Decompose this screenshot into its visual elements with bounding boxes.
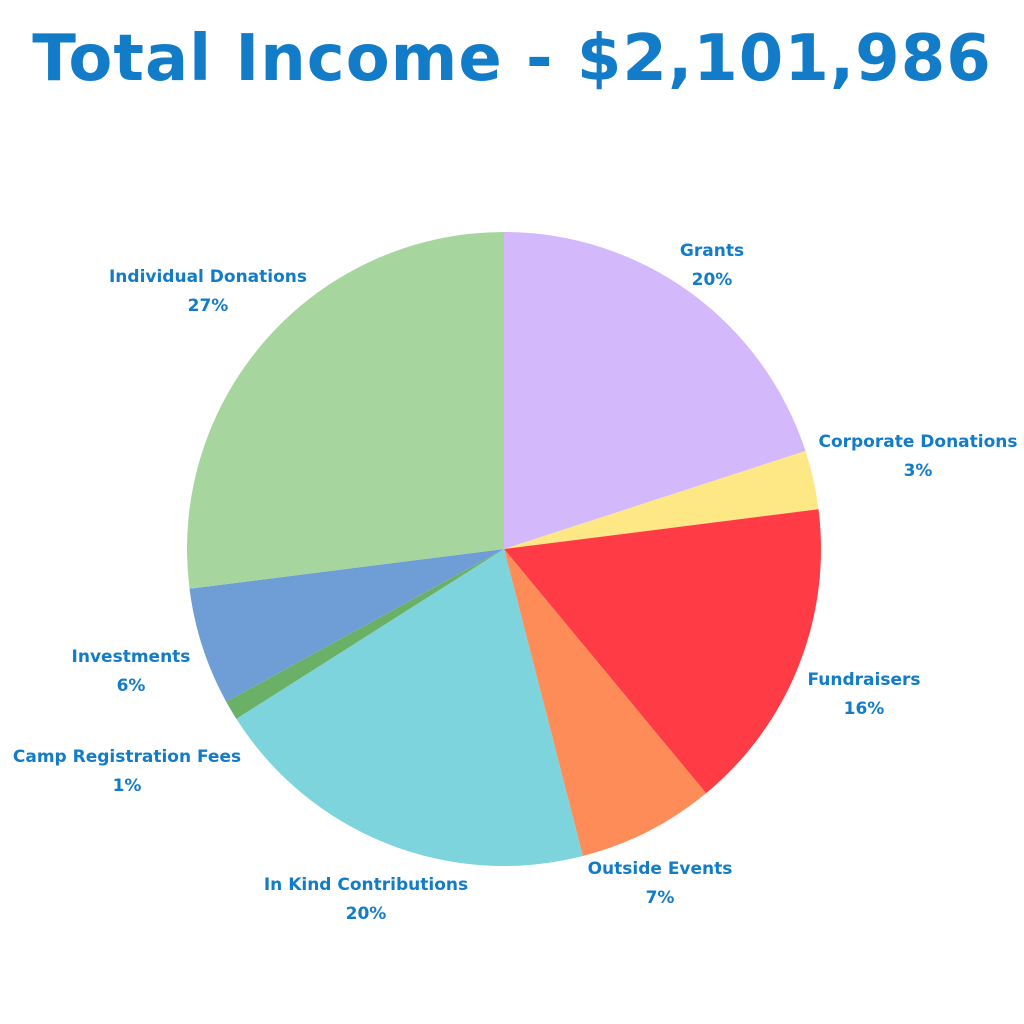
slice-label-percent: 20% bbox=[692, 270, 733, 290]
pie-slice-individual-donations bbox=[187, 232, 504, 589]
pie-slice-corporate-donations bbox=[504, 451, 819, 549]
slice-label: In Kind Contributions 20% bbox=[264, 875, 468, 924]
slice-label-percent: 16% bbox=[844, 699, 885, 719]
slice-label-percent: 1% bbox=[113, 776, 142, 796]
slice-label: Outside Events 7% bbox=[588, 859, 733, 908]
slice-label-name: Outside Events bbox=[588, 859, 733, 879]
slice-label: Corporate Donations 3% bbox=[818, 432, 1017, 481]
chart-title: Total Income - $2,101,986 bbox=[32, 22, 992, 96]
slice-label-name: Camp Registration Fees bbox=[13, 747, 241, 767]
pie-labels: Grants 20% Corporate Donations 3% Fundraiser… bbox=[13, 241, 1018, 924]
slice-label-name: In Kind Contributions bbox=[264, 875, 468, 895]
slice-label-percent: 3% bbox=[904, 461, 933, 481]
slice-label: Camp Registration Fees 1% bbox=[13, 747, 241, 796]
pie-slice-outside-events bbox=[504, 549, 707, 857]
slice-label-name: Individual Donations bbox=[109, 267, 307, 287]
pie-slice-investments bbox=[189, 549, 504, 702]
slice-label: Grants 20% bbox=[680, 241, 744, 290]
slice-label-percent: 27% bbox=[188, 296, 229, 316]
slice-label-percent: 20% bbox=[346, 904, 387, 924]
pie-slice-fundraisers bbox=[504, 509, 821, 794]
slice-label-name: Grants bbox=[680, 241, 744, 261]
pie-slice-camp-registration-fees bbox=[226, 549, 504, 719]
slice-label: Investments 6% bbox=[72, 647, 191, 696]
slice-label-name: Corporate Donations bbox=[818, 432, 1017, 452]
slice-label-percent: 7% bbox=[646, 888, 675, 908]
slice-label: Individual Donations 27% bbox=[109, 267, 307, 316]
pie-slice-in-kind-contributions bbox=[236, 549, 583, 866]
slice-label-name: Fundraisers bbox=[808, 670, 921, 690]
pie-slices bbox=[187, 232, 821, 866]
slice-label-name: Investments bbox=[72, 647, 191, 667]
pie-slice-grants bbox=[504, 232, 806, 549]
slice-label: Fundraisers 16% bbox=[808, 670, 921, 719]
slice-label-percent: 6% bbox=[117, 676, 146, 696]
